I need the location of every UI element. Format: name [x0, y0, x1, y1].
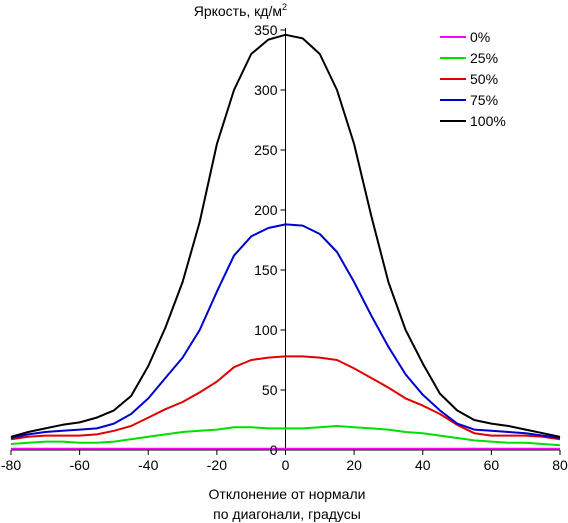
x-tick-label: -60	[70, 457, 90, 473]
series-line-25pct	[10, 425, 561, 447]
y-tick-labels: 0 50 100 150 200 250 300 350	[254, 22, 278, 458]
y-tick-label: 350	[254, 22, 278, 38]
y-tick-label: 100	[254, 322, 278, 338]
y-tick-label: 150	[254, 262, 278, 278]
series-line-75pct	[10, 223, 561, 439]
y-tick-label: 200	[254, 202, 278, 218]
x-tick-label: -40	[138, 457, 158, 473]
series-line-50pct	[10, 355, 561, 441]
x-tick-label: 80	[552, 457, 568, 473]
legend-label: 75%	[470, 92, 498, 108]
legend-label: 100%	[470, 113, 506, 129]
y-tick-label: 50	[262, 382, 278, 398]
legend-label: 50%	[470, 71, 498, 87]
legend-label: 25%	[470, 50, 498, 66]
y-tick-label: 250	[254, 142, 278, 158]
x-tick-labels: -80 -60 -40 -20 0 20 40 60 80	[1, 457, 568, 473]
x-axis-title-line1: Отклонение от нормали	[209, 486, 366, 502]
x-tick-label: 60	[484, 457, 500, 473]
y-tick-label: 300	[254, 82, 278, 98]
series-line-100pct	[10, 33, 561, 438]
legend-label: 0%	[470, 29, 490, 45]
x-tick-label: -20	[207, 457, 227, 473]
x-tick-label: -80	[1, 457, 21, 473]
x-tick-label: 0	[282, 457, 290, 473]
axes	[10, 28, 561, 455]
y-axis-title: Яркость, кд/м2	[194, 2, 287, 19]
y-axis-title-superscript: 2	[282, 2, 287, 12]
x-tick-label: 40	[415, 457, 431, 473]
x-axis-title-line2: по диагонали, градусы	[213, 506, 361, 522]
legend: 0% 25% 50% 75% 100%	[440, 29, 506, 129]
y-axis-title-main: Яркость, кд/м	[194, 3, 282, 19]
y-tick-label: 0	[270, 442, 278, 458]
series-group	[10, 33, 561, 450]
x-tick-label: 20	[346, 457, 362, 473]
